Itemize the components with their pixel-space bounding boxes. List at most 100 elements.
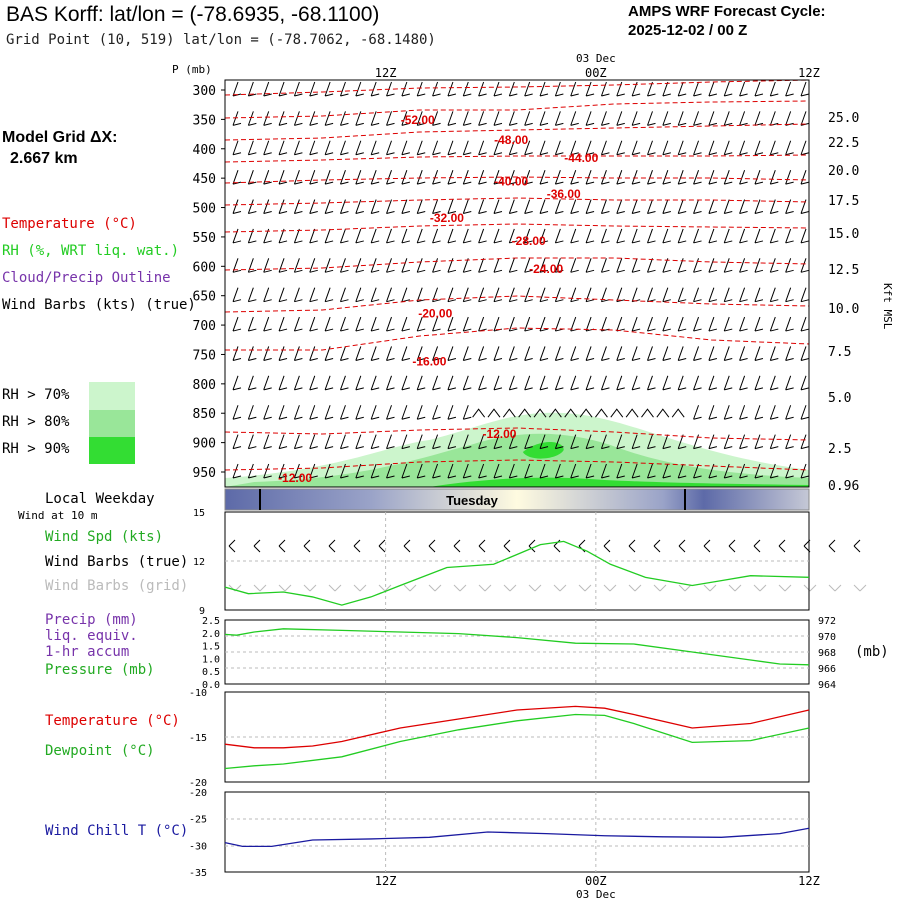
wind-barb	[671, 408, 685, 418]
wind-barb	[432, 111, 441, 126]
rh70-swatch	[89, 382, 135, 410]
wind-barb	[263, 463, 272, 479]
weekday-label: Tuesday	[446, 493, 499, 508]
wind-barb	[462, 375, 472, 391]
wind-barb	[493, 140, 503, 156]
wind-barb	[631, 316, 641, 332]
wind-barb	[754, 434, 764, 450]
wind-barb	[416, 81, 426, 97]
wind-barb	[278, 169, 288, 185]
wind-barb	[502, 408, 516, 418]
wind-barb	[723, 346, 733, 361]
wind-barb	[800, 287, 810, 303]
wind-barb	[647, 111, 656, 126]
wind-barb	[524, 258, 533, 273]
bottom-time-label: 00Z	[585, 874, 607, 888]
wind-barb	[278, 434, 288, 450]
wind-barb	[309, 346, 318, 361]
wind-barb	[370, 463, 380, 479]
wind-barb	[401, 140, 410, 156]
wind-speed-line	[224, 540, 810, 606]
wind-barb	[600, 375, 610, 391]
surface-barb-true	[453, 539, 461, 553]
wind-barb	[585, 169, 595, 185]
wind-barb	[570, 434, 579, 450]
wind-barb	[631, 140, 641, 156]
wind-barb	[247, 111, 257, 126]
wind-barb	[539, 287, 549, 303]
wind-barb	[401, 228, 410, 244]
wind-barb	[625, 408, 639, 418]
isotherm-line	[224, 459, 810, 471]
wind-barb	[595, 408, 608, 418]
isotherm-label: -12.00	[278, 471, 312, 485]
wind-barb	[723, 463, 733, 479]
wind-barb	[677, 199, 687, 215]
wind-barb	[386, 258, 395, 273]
wind-barb	[585, 375, 595, 391]
wind-barb	[616, 199, 625, 215]
wind-barb	[508, 140, 518, 156]
wind-barb	[524, 81, 533, 97]
wind-barb	[324, 199, 334, 215]
wind-barb	[524, 140, 533, 156]
surface-barb-grid	[728, 584, 742, 592]
wind-barb	[539, 199, 549, 215]
wind-barb	[401, 434, 410, 450]
wind-barb	[447, 287, 457, 303]
wind-barb	[478, 81, 487, 97]
wind-barb	[723, 434, 733, 450]
wind-barb	[309, 375, 318, 391]
wind-barb	[401, 258, 410, 273]
wind-barb	[754, 111, 764, 126]
wind-barb	[800, 140, 810, 156]
wind-barb	[785, 228, 794, 244]
wind-barb	[631, 463, 641, 479]
wind-barb	[370, 111, 380, 126]
surface-barb-grid	[328, 584, 342, 592]
wind-barb	[386, 463, 395, 479]
wind-barb	[539, 316, 549, 332]
isotherm-line	[224, 223, 810, 233]
precip-tick-label: 0.0	[202, 680, 220, 691]
wind-barb	[524, 316, 533, 332]
wind-barb	[263, 346, 272, 361]
wind-barb	[677, 169, 687, 185]
surface-barb-true	[628, 539, 636, 553]
wind-barb	[708, 140, 718, 156]
wind-barb	[293, 81, 303, 97]
wind-barb	[478, 316, 487, 332]
surface-barb-true	[228, 539, 236, 553]
wind-barb	[600, 228, 610, 244]
wind-barb	[370, 287, 380, 303]
wind-barb	[631, 346, 641, 361]
wind-barb	[800, 405, 810, 420]
legend-dewpoint: Dewpoint (°C)	[45, 743, 155, 759]
wind-barb	[293, 463, 303, 479]
wind-barb	[355, 81, 364, 97]
wind-barb	[263, 199, 272, 215]
wind-barb	[769, 316, 779, 332]
wind-barb	[478, 434, 487, 450]
legend-barbs-grid: Wind Barbs (grid)	[45, 578, 189, 594]
wind-barb	[278, 287, 288, 303]
surface-barb-true	[253, 539, 261, 553]
wind-barb	[432, 140, 441, 156]
wind-barb	[278, 111, 288, 126]
wind-barb	[355, 140, 364, 156]
wind-barb	[293, 199, 303, 215]
wind-barb	[518, 408, 532, 418]
isotherm-line	[224, 100, 810, 119]
height-tick-label: 15.0	[828, 227, 859, 242]
wind-barb	[600, 199, 610, 215]
temperature-panel	[224, 691, 810, 783]
wind-barb	[723, 375, 733, 391]
surface-barb-grid	[478, 584, 492, 592]
wind-barb	[263, 434, 272, 450]
temp-tick-label: -10	[189, 688, 207, 699]
surface-barb-true	[603, 539, 611, 553]
wind-barb	[647, 434, 656, 450]
pressure-tick-label: 300	[193, 84, 216, 99]
wind-barb	[263, 81, 272, 97]
wind-barb	[600, 140, 610, 156]
